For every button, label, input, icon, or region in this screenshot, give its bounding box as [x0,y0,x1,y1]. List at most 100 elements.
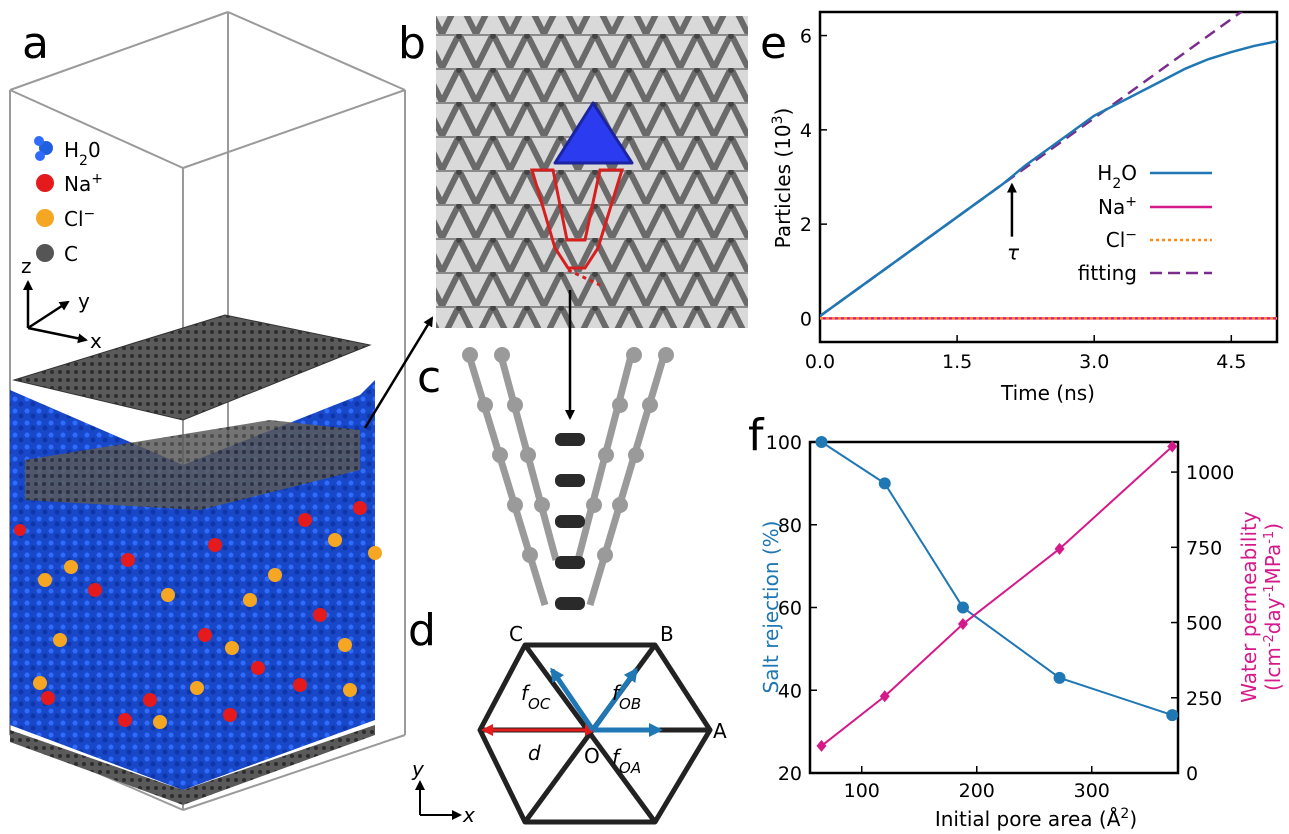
force-arrow-oc [549,667,596,732]
panel-d-axis-x: x [462,803,475,827]
chart-e-xtick-label: 4.5 [1216,351,1246,373]
svg-text:Na+: Na+ [64,171,103,196]
legend-water-main: H [64,138,79,162]
chart-e-frame [818,10,1279,344]
legend-na-label: Na+ [1098,194,1137,219]
legend-item-carbon: C [36,242,78,266]
chart-f-series-line-0 [820,441,1173,717]
chart-f-ylabel-right-line2: (lcm-2day-1MPa-1) [1261,523,1285,691]
pore-unit-outline-red [529,168,625,270]
force-arrow-ob [590,667,639,732]
membrane-top-view [436,16,748,328]
vertex-o-label: O [584,744,600,768]
sodium-sphere-icon [36,174,54,192]
chart-f-ytick-label: 40 [778,680,802,702]
chart-e-ytick-label: 6 [800,26,812,48]
panel-letter-b: b [398,18,426,69]
chart-e-xtick-label: 3.0 [1079,351,1109,373]
dimer-column [555,433,585,610]
bottom-graphene-sheet [10,725,375,805]
legend-chloride-main: Cl [64,207,84,231]
chart-e-legend: H2O Na+ Cl− fitting [1078,161,1212,285]
legend-item-sodium: Na+ [36,171,103,196]
chart-e-ylabel: Particles (103) [770,108,795,249]
panel-letter-a: a [22,18,49,69]
chart-e-ytick-label: 2 [800,214,812,236]
chart-f-xtick-label: 200 [959,780,995,802]
legend-item-chloride: Cl− [36,206,95,231]
chloride-sphere-icon [36,209,54,227]
chart-f-point-permeability [957,618,968,631]
chart-e-series-h [820,40,1277,318]
force-oc-label: fOC [521,681,551,713]
chart-f-point-permeability [816,739,827,752]
chart-f-xtick-label: 300 [1074,780,1110,802]
vertex-a-label: A [713,719,727,743]
vertex-b-label: B [660,622,674,646]
svg-text:C: C [64,242,78,266]
chart-f-ytick-label: 60 [778,598,802,620]
chart-f-ytick-label: 20 [778,763,802,785]
panel-letter-e: e [760,18,787,69]
chart-f-point-permeability [879,690,890,703]
chart-f-ytick-label: 80 [778,515,802,537]
axis-x-label: x [90,329,102,353]
carbon-sphere-icon [36,244,54,262]
svg-text:H20: H20 [64,138,101,169]
hexagon-diagram [477,642,713,825]
arrow-a-to-b [363,316,434,429]
panel-a-axes [23,280,88,344]
force-arrows [549,667,663,737]
chart-f-y2tick-label: 750 [1186,537,1222,559]
chart-f-point-rejection [815,436,828,448]
chart-e-ytick-label: 4 [800,120,812,142]
legend-item-water: H20 [34,136,101,169]
chart-f-point-permeability [1167,440,1178,453]
chart-f-point-rejection [1053,671,1066,684]
pore-highlight-blue [553,101,634,165]
chart-f-xtick-label: 100 [844,780,880,802]
chart-f-point-permeability [1054,542,1065,555]
membrane-layer [25,420,360,510]
ions [14,501,382,729]
distance-label: d [528,741,541,765]
chart-e-plot: 0.0 1.5 3.0 4.5 0 2 4 6 τ [800,10,1279,373]
chart-f-y2tick-label: 500 [1186,613,1222,635]
chart-e-xlabel: Time (ns) [1000,381,1095,405]
chart-e-xtick-label: 1.5 [942,351,972,373]
force-ob-label: fOB [612,681,641,713]
panel-a-legend: H20 Na+ Cl− C [34,136,103,266]
panel-e: e 0.0 1.5 3.0 4.5 0 2 4 6 τ Time (ns) Particles … [760,10,1279,405]
chart-f-series-line-1 [820,445,1173,747]
chart-e-tau-label: τ [1007,241,1020,265]
chart-f-xlabel: Initial pore area (Å2) [935,806,1137,831]
panel-c: c [417,347,674,610]
legend-fitting-label: fitting [1078,261,1137,285]
axis-z-label: z [21,254,32,278]
panel-d-axis-y: y [411,757,425,781]
chart-e-ytick-label: 0 [800,308,812,330]
axis-y-label: y [78,289,90,313]
legend-h2o-label: H2O [1097,161,1137,192]
chart-f-y2tick-label: 0 [1186,763,1198,785]
chart-f-ytick-label: 100 [766,432,802,454]
chart-e-series-fitting [820,12,1244,318]
water-molecule-icon [34,136,53,161]
chart-f-y2tick-label: 250 [1186,688,1222,710]
chart-e-xtick-label: 0.0 [805,351,835,373]
panel-d: d C B A O fOC fOB fOA d y x [408,605,727,827]
panel-letter-c: c [417,352,441,403]
chart-f-ylabel-left: Salt rejection (%) [759,521,783,694]
panel-letter-d: d [408,605,436,656]
chart-f-y2tick-label: 1000 [1186,462,1234,484]
panel-d-axes [415,780,462,820]
legend-cl-label: Cl− [1106,227,1137,252]
force-oa-label: fOA [612,745,641,777]
vertex-c-label: C [509,622,523,646]
chart-f-point-rejection [956,601,969,614]
pore-unit-structure [462,347,674,607]
panel-b: b [398,16,748,420]
